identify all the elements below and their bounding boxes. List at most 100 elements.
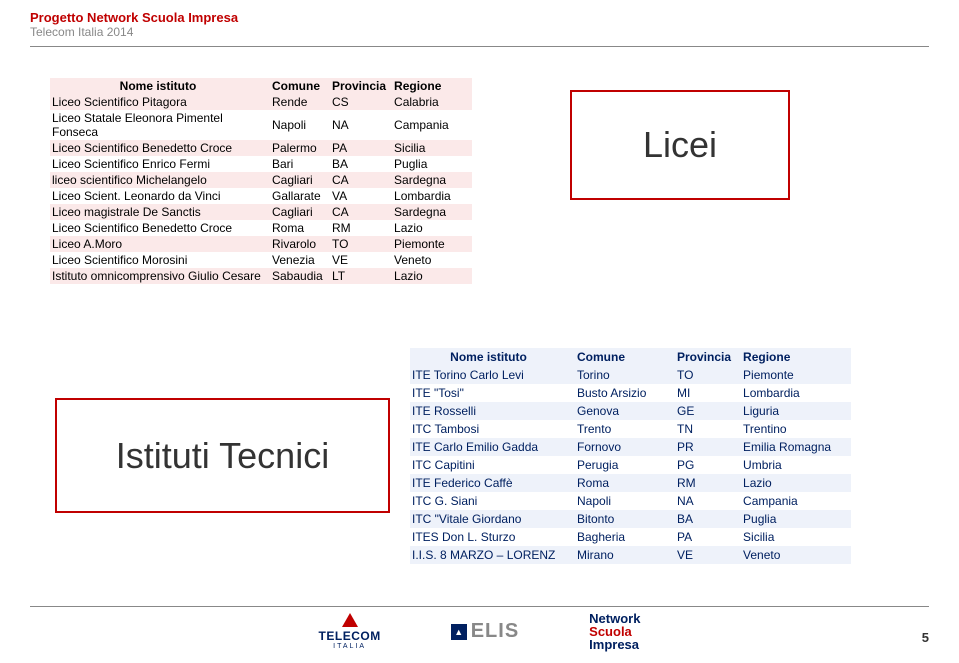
col-header: Comune: [270, 78, 330, 94]
table-cell: PG: [675, 456, 741, 474]
table-row: Liceo Statale Eleonora Pimentel FonsecaN…: [50, 110, 472, 140]
table-cell: Napoli: [575, 492, 675, 510]
telecom-sub: ITALIA: [333, 643, 366, 650]
table-cell: Fornovo: [575, 438, 675, 456]
table-cell: Sardegna: [392, 172, 472, 188]
col-header: Provincia: [675, 348, 741, 366]
table-cell: Cagliari: [270, 204, 330, 220]
table-cell: CA: [330, 172, 392, 188]
table-cell: Lazio: [392, 220, 472, 236]
table-cell: I.I.S. 8 MARZO – LORENZ: [410, 546, 575, 564]
table-cell: ITE Federico Caffè: [410, 474, 575, 492]
table-cell: Sicilia: [392, 140, 472, 156]
table-cell: ITE Rosselli: [410, 402, 575, 420]
table-row: ITES Don L. SturzoBagheriaPASicilia: [410, 528, 851, 546]
table-cell: VA: [330, 188, 392, 204]
table-cell: Napoli: [270, 110, 330, 140]
table-row: Liceo magistrale De SanctisCagliariCASar…: [50, 204, 472, 220]
tecnici-label: Istituti Tecnici: [116, 435, 329, 477]
table-row: ITE Torino Carlo LeviTorinoTOPiemonte: [410, 366, 851, 384]
table-cell: Liceo Scient. Leonardo da Vinci: [50, 188, 270, 204]
table-cell: Liceo Scientifico Pitagora: [50, 94, 270, 110]
nsi-line3: Impresa: [589, 637, 639, 652]
table-cell: Liguria: [741, 402, 851, 420]
table-cell: Veneto: [741, 546, 851, 564]
elis-icon: ▲: [451, 624, 467, 640]
table-cell: BA: [330, 156, 392, 172]
table-row: Liceo Scient. Leonardo da VinciGallarate…: [50, 188, 472, 204]
table-cell: Mirano: [575, 546, 675, 564]
elis-logo: ▲ ELIS: [451, 620, 519, 643]
table-row: ITE Federico CaffèRomaRMLazio: [410, 474, 851, 492]
table-cell: Perugia: [575, 456, 675, 474]
table-cell: Liceo Scientifico Benedetto Croce: [50, 220, 270, 236]
table-cell: Cagliari: [270, 172, 330, 188]
table-cell: ITC "Vitale Giordano: [410, 510, 575, 528]
table-cell: Lombardia: [392, 188, 472, 204]
tecnici-box: Istituti Tecnici: [55, 398, 390, 513]
table-cell: CA: [330, 204, 392, 220]
table-row: Istituto omnicomprensivo Giulio CesareSa…: [50, 268, 472, 284]
table-cell: Piemonte: [741, 366, 851, 384]
header-subtitle: Telecom Italia 2014: [30, 25, 238, 39]
col-header: Regione: [392, 78, 472, 94]
table-cell: Liceo A.Moro: [50, 236, 270, 252]
table-cell: ITE Carlo Emilio Gadda: [410, 438, 575, 456]
table-cell: BA: [675, 510, 741, 528]
table-cell: MI: [675, 384, 741, 402]
table-cell: Sabaudia: [270, 268, 330, 284]
table-row: Liceo Scientifico MorosiniVeneziaVEVenet…: [50, 252, 472, 268]
table-cell: Calabria: [392, 94, 472, 110]
table-row: ITE Carlo Emilio GaddaFornovoPREmilia Ro…: [410, 438, 851, 456]
col-header: Regione: [741, 348, 851, 366]
table-cell: Sardegna: [392, 204, 472, 220]
table-cell: LT: [330, 268, 392, 284]
table-cell: Campania: [741, 492, 851, 510]
table-cell: ITC Tambosi: [410, 420, 575, 438]
table-cell: Bari: [270, 156, 330, 172]
table-cell: Emilia Romagna: [741, 438, 851, 456]
tecnici-table: Nome istitutoComuneProvinciaRegioneITE T…: [410, 348, 851, 564]
table-cell: Puglia: [392, 156, 472, 172]
table-cell: PA: [330, 140, 392, 156]
table-cell: Palermo: [270, 140, 330, 156]
table-cell: Roma: [575, 474, 675, 492]
col-header: Provincia: [330, 78, 392, 94]
table-cell: Torino: [575, 366, 675, 384]
divider-top: [30, 46, 929, 47]
nsi-logo: Network Scuola Impresa: [589, 612, 640, 651]
table-row: Liceo Scientifico Enrico FermiBariBAPugl…: [50, 156, 472, 172]
table-cell: ITES Don L. Sturzo: [410, 528, 575, 546]
licei-box: Licei: [570, 90, 790, 200]
elis-text: ELIS: [471, 620, 519, 643]
table-row: Liceo Scientifico Benedetto CroceRomaRML…: [50, 220, 472, 236]
telecom-text: TELECOM: [319, 629, 381, 643]
page-header: Progetto Network Scuola Impresa Telecom …: [30, 10, 238, 39]
table-row: liceo scientifico MichelangeloCagliariCA…: [50, 172, 472, 188]
table-cell: Liceo Scientifico Morosini: [50, 252, 270, 268]
table-cell: NA: [330, 110, 392, 140]
telecom-logo: TELECOM ITALIA: [319, 613, 381, 650]
table-cell: ITE Torino Carlo Levi: [410, 366, 575, 384]
table-cell: Trento: [575, 420, 675, 438]
table-cell: Lombardia: [741, 384, 851, 402]
table-cell: Genova: [575, 402, 675, 420]
telecom-icon: [342, 613, 358, 627]
table-cell: TO: [675, 366, 741, 384]
table-row: Liceo Scientifico Benedetto CrocePalermo…: [50, 140, 472, 156]
table-cell: Lazio: [392, 268, 472, 284]
table-cell: Campania: [392, 110, 472, 140]
table-cell: RM: [675, 474, 741, 492]
table-cell: PR: [675, 438, 741, 456]
licei-table: Nome istitutoComuneProvinciaRegioneLiceo…: [50, 78, 472, 284]
table-row: ITC TambosiTrentoTNTrentino: [410, 420, 851, 438]
licei-label: Licei: [643, 124, 717, 166]
table-cell: Sicilia: [741, 528, 851, 546]
table-cell: Trentino: [741, 420, 851, 438]
page-number: 5: [922, 630, 929, 645]
table-row: ITC "Vitale GiordanoBitontoBAPuglia: [410, 510, 851, 528]
table-cell: ITC G. Siani: [410, 492, 575, 510]
table-cell: Gallarate: [270, 188, 330, 204]
table-row: ITE "Tosi"Busto ArsizioMILombardia: [410, 384, 851, 402]
table-cell: Veneto: [392, 252, 472, 268]
